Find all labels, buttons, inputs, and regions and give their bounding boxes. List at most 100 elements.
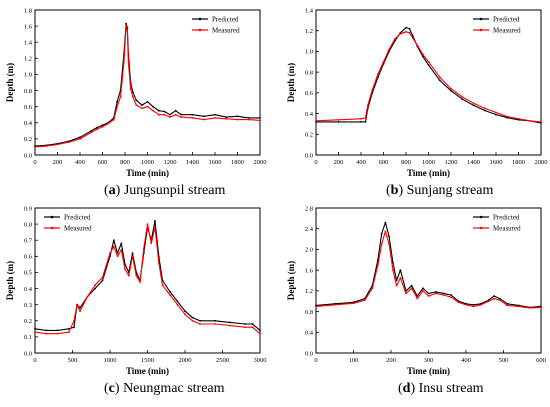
data-point [495,113,497,116]
x-tick-label: 0 [33,159,36,166]
data-point [163,110,166,113]
data-point [410,284,413,287]
data-point [251,323,254,325]
data-point [96,126,98,129]
data-point [154,226,156,229]
data-point [405,292,407,295]
data-point [442,294,445,296]
legend-label: Predicted [493,214,520,222]
y-tick-label: 2.8 [305,205,313,212]
data-point [408,31,411,34]
data-point [154,220,156,222]
data-point [450,87,452,90]
data-point [461,98,464,100]
data-point [506,115,509,118]
data-point [112,118,115,121]
x-tick-label: 1200 [445,159,458,166]
data-point [483,107,486,110]
data-point [461,96,464,98]
caption-letter: a [108,183,116,198]
data-point [236,118,239,121]
y-tick-label: 0.9 [24,205,32,212]
data-point [388,235,390,238]
data-point [116,252,119,255]
data-point [315,119,317,122]
data-point [427,295,430,297]
data-point [506,304,509,307]
data-point [411,37,414,39]
data-point [184,313,186,316]
data-point [202,115,205,118]
data-point [442,292,445,295]
x-tick-label: 0 [33,357,36,364]
data-point [450,296,452,298]
data-point [90,129,93,132]
data-point [161,284,164,287]
data-point [528,307,531,309]
y-tick-label: 0.2 [305,132,313,139]
data-point [229,321,231,324]
data-point [135,99,138,102]
data-point [191,117,194,119]
data-point [422,287,424,290]
data-point [184,310,186,312]
x-tick-label: 200 [386,357,396,364]
y-tick-label: 1.2 [305,28,313,35]
caption-text: Jungsunpil stream [123,183,226,198]
data-point [371,88,374,91]
data-point [493,295,495,297]
y-tick-label: 0.0 [24,350,32,357]
legend-marker [50,215,54,219]
data-point [107,122,109,125]
caption-letter: b [390,183,399,198]
data-point [259,117,261,119]
x-tick-label: 2000 [535,159,548,166]
data-point [498,299,501,302]
data-point [399,277,402,279]
data-point [96,128,98,131]
data-point [135,104,138,106]
x-tick-label: 500 [68,357,78,364]
legend-marker [479,17,483,21]
data-point [229,324,231,327]
data-point [79,136,81,139]
y-tick-label: 0.0 [24,152,32,159]
y-tick-label: 0.7 [24,238,33,245]
data-point [251,326,254,329]
x-tick-label: 1500 [141,357,154,364]
caption-text: Insu stream [418,381,484,396]
data-point [388,48,390,51]
data-point [169,113,171,116]
legend-label: Predicted [64,214,91,222]
data-point [480,303,482,306]
legend-marker [479,215,483,219]
series-line-measured [34,25,261,148]
x-tick-label: 200 [334,159,344,166]
x-tick-label: 1800 [231,159,244,166]
data-point [410,287,413,290]
data-point [435,292,437,295]
data-point [435,291,437,293]
y-tick-label: 0.4 [305,330,314,337]
x-axis-label: Time (min) [126,366,169,376]
data-point [56,332,59,335]
data-point [157,113,160,116]
data-point [131,255,134,258]
data-point [79,307,81,309]
legend-label: Predicted [212,16,239,24]
x-axis-label: Time (min) [407,168,450,178]
x-tick-label: 2500 [216,357,229,364]
caption-text: Sunjang stream [406,183,494,198]
data-point [34,146,36,148]
chart-d: 0 100 200 300 400 500 600 0.0 0.4 0.8 1.2 1.6 2.0 2.4… [286,205,546,376]
caption-d: (d) Insu stream [398,381,484,396]
x-tick-label: 400 [75,159,85,166]
data-point [202,118,205,121]
data-point [506,302,509,305]
data-point [395,284,398,287]
data-point [540,306,542,309]
data-point [139,281,141,283]
data-point [495,111,497,114]
data-point [126,29,129,31]
data-point [125,25,127,27]
